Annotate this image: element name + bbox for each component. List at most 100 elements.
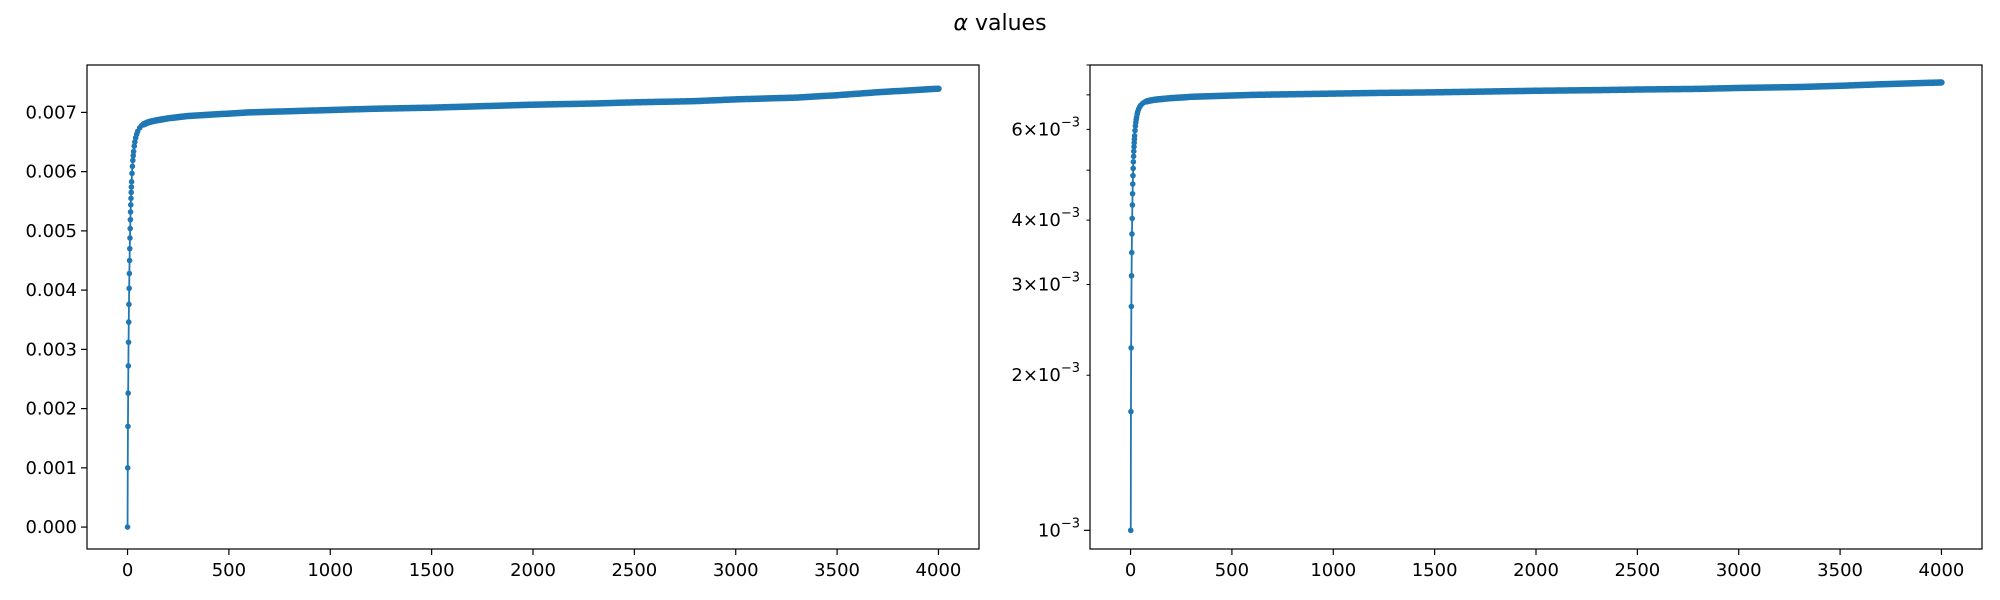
data-point [1695,86,1701,92]
linear-scale-panel: 0 500 1000 1500 2000 2500 3000 3500 4000 0.000 0.0… [25,64,980,581]
data-point [874,89,881,96]
data-point [1918,80,1924,86]
x-tick-label: 3000 [1716,560,1762,581]
x-tick-label: 500 [1215,560,1249,581]
y-tick-label: 2×10−3 [1011,361,1080,386]
data-point [128,184,135,190]
data-point [732,96,739,103]
data-point [1129,181,1136,187]
data-point [127,216,134,223]
data-point [1130,153,1137,160]
data-point [793,94,800,101]
y-tick-label: 0.000 [25,517,77,538]
data-point [132,139,138,145]
data-point [1131,144,1137,150]
figure-title-text: values [968,11,1047,36]
y-tick-label: 0.001 [25,458,77,479]
y-tick-label: 3×10−3 [1011,270,1080,295]
data-point [1330,90,1337,97]
x-tick-label: 500 [212,560,246,581]
data-point [149,118,155,125]
data-point [1208,93,1215,99]
data-point [126,301,132,308]
log-scale-panel: 0 500 1000 1500 2000 2500 3000 3500 4000 10−3 2×10… [1011,64,1983,581]
data-point [127,225,133,232]
data-point [126,245,133,252]
x-tick-label: 3500 [814,560,860,581]
data-point [1472,88,1478,95]
data-point [1131,133,1138,139]
data-point [1168,95,1174,101]
data-point [125,390,131,396]
y-tick-label: 10−3 [1038,516,1080,541]
data-point [130,152,137,159]
data-point [1735,85,1742,91]
data-point [1128,303,1135,310]
x-tick-label: 1000 [307,560,353,581]
data-point [127,202,134,208]
data-point [129,170,135,177]
data-point [125,363,132,369]
y-tick-label: 0.007 [25,102,77,123]
data-point [155,117,161,123]
data-point [129,163,136,170]
plot-area [1127,79,1945,534]
data-point [1129,190,1136,197]
data-point [266,109,273,115]
data-point [1371,90,1377,96]
data-point [915,87,921,93]
data-point [124,524,131,530]
data-point [1877,81,1884,88]
data-point [205,111,212,118]
axes-frame [86,64,980,550]
y-tick-label: 0.005 [25,221,77,242]
data-point [127,235,133,241]
data-point [126,257,133,264]
data-point [1132,127,1138,134]
plot-area [124,85,942,530]
data-point [1796,84,1803,90]
dense-marker-band [1143,79,1945,105]
data-point [1127,527,1134,534]
x-tick-label: 1000 [1310,560,1356,581]
data-point [591,100,597,107]
y-tick-label: 0.004 [25,280,77,301]
data-point [327,107,334,113]
series-line [126,87,939,528]
data-point [126,285,132,292]
data-point [1178,94,1185,101]
data-point [1594,87,1600,93]
x-tick-label: 1500 [409,560,455,581]
data-point [834,92,840,99]
data-point [286,108,293,115]
data-point [428,104,435,111]
data-point [1269,91,1276,98]
y-tick-label: 6×10−3 [1011,115,1080,140]
data-point [1938,79,1945,86]
data-point [130,157,136,164]
x-tick-label: 0 [122,560,133,581]
data-point [1158,96,1164,102]
data-point [175,114,182,120]
data-point [1128,408,1134,415]
figure-title: α values [953,11,1046,36]
data-point [125,339,132,346]
data-point [935,85,942,92]
data-point [1129,231,1135,237]
data-point [692,98,698,104]
data-point [128,189,134,196]
x-tick-label: 0 [1125,560,1136,581]
data-point [1533,87,1539,94]
y-tick-label: 0.006 [25,162,77,183]
data-point [631,99,638,106]
data-point [131,143,138,149]
data-point [1128,249,1135,256]
data-point [246,109,252,116]
data-point [368,106,374,112]
data-point [124,465,131,471]
data-point [1289,91,1296,98]
data-point [126,270,133,277]
data-point [128,195,134,202]
